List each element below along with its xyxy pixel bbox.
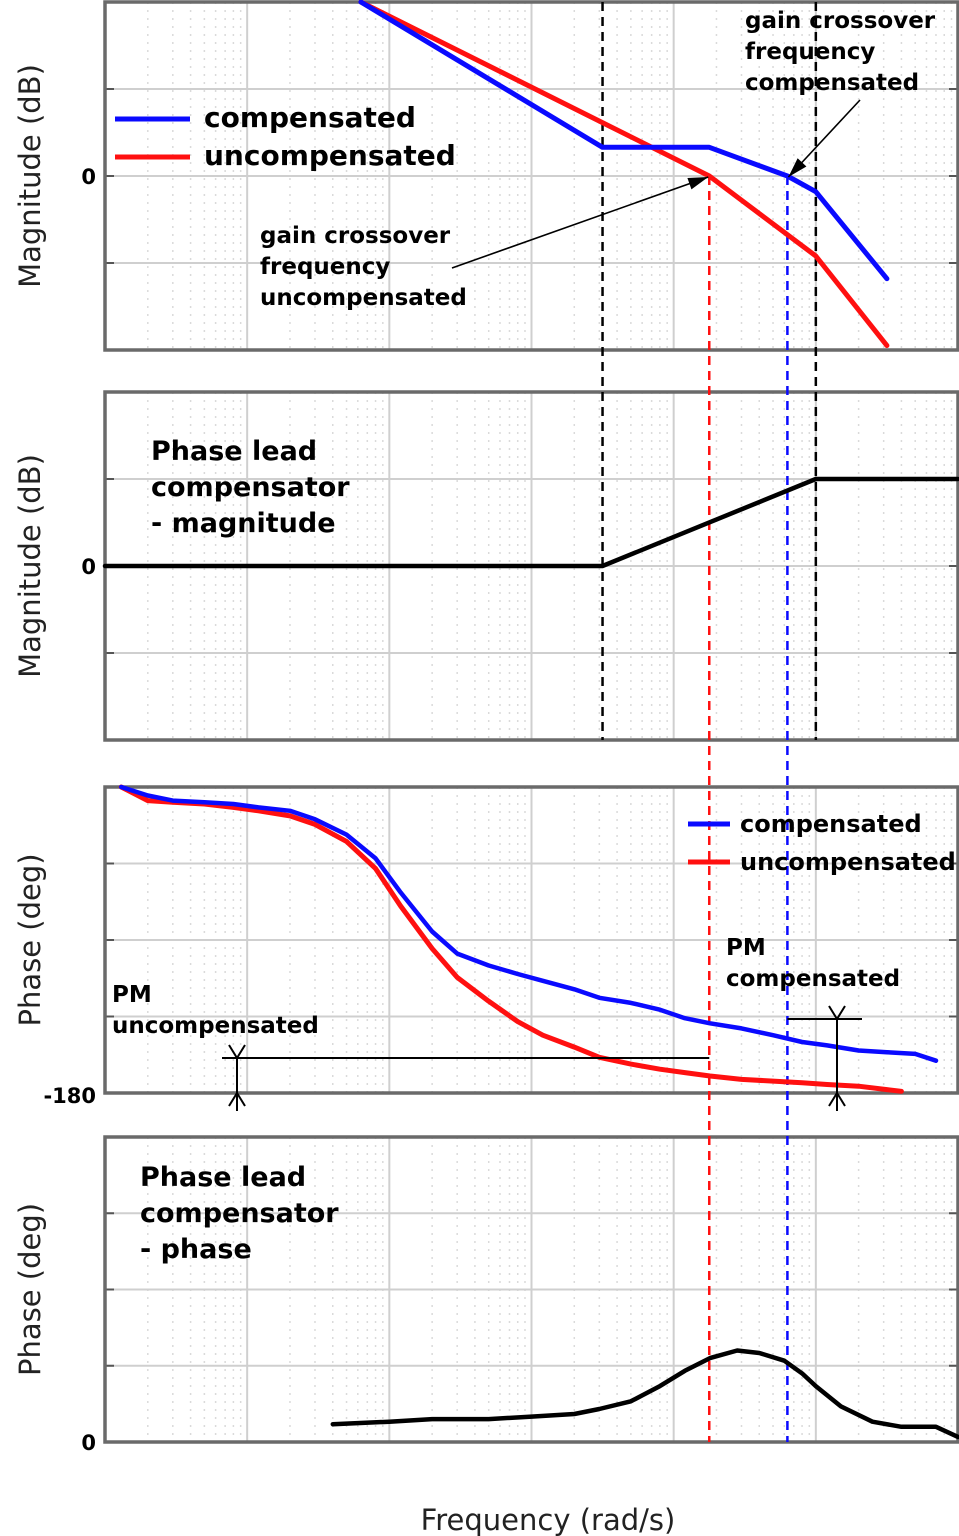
legend-label-compensated: compensated <box>740 810 922 838</box>
annotation-crossover-uncompensated-line-1: gain crossover <box>260 223 451 249</box>
compensator-magnitude-title-line-3: - magnitude <box>151 508 336 539</box>
annotation-crossover-uncompensated-line-3: uncompensated <box>260 285 467 311</box>
compensator-magnitude-title-line-1: Phase lead <box>151 436 317 467</box>
y-tick-label: 0 <box>81 555 96 579</box>
annotation-pm-compensated-line-2: compensated <box>726 966 900 992</box>
annotation-pm-uncompensated-line-1: PM <box>112 982 152 1008</box>
series-line-compensator <box>102 476 959 569</box>
annotation-arrow-compensated-head <box>788 158 807 177</box>
y-axis-label: Magnitude (dB) <box>13 454 47 678</box>
x-axis-label: Frequency (rad/s) <box>421 1503 676 1536</box>
legend-label-uncompensated: uncompensated <box>204 139 456 172</box>
pm-bracket-compensated-bottom-arrow <box>828 1091 846 1107</box>
grid-layer <box>103 0 959 1444</box>
pm-bracket-uncompensated-bottom-arrow <box>228 1091 246 1107</box>
axes-frame <box>103 1135 959 1444</box>
y-axis-label: Magnitude (dB) <box>13 64 47 288</box>
y-tick-label: 0 <box>81 1431 96 1455</box>
annotation-crossover-compensated-line-2: frequency <box>745 39 875 65</box>
annotation-arrow-uncompensated <box>451 176 709 269</box>
text-layer: Magnitude (dB) Magnitude (dB) Phase (deg) P… <box>13 8 956 1455</box>
compensator-phase-title-line-2: compensator <box>140 1198 339 1229</box>
annotation-crossover-compensated-line-3: compensated <box>745 70 919 96</box>
annotation-pm-compensated-line-1: PM <box>726 935 766 961</box>
compensator-phase-title-line-1: Phase lead <box>140 1162 306 1193</box>
series-line-compensator <box>330 1348 959 1440</box>
annotation-arrow-uncompensated-head <box>687 177 709 190</box>
compensator-phase-title-line-3: - phase <box>140 1234 252 1265</box>
pm-bracket-uncompensated-top-arrow <box>228 1044 246 1060</box>
annotation-layer <box>115 99 862 1111</box>
y-axis-label: Phase (deg) <box>13 1203 47 1376</box>
series-line-uncompensated <box>118 784 904 1094</box>
legend-label-uncompensated: uncompensated <box>740 848 956 876</box>
series-line-uncompensated <box>358 0 890 349</box>
y-tick-label: 0 <box>81 165 96 189</box>
y-tick-label: -180 <box>43 1084 96 1108</box>
legend-label-compensated: compensated <box>204 101 416 134</box>
series-line-compensated <box>118 784 939 1063</box>
y-axis-label: Phase (deg) <box>13 853 47 1026</box>
axes-frame <box>103 0 959 352</box>
compensator-magnitude-title-line-2: compensator <box>151 472 350 503</box>
series-layer <box>102 0 959 1440</box>
pm-bracket-compensated-top-arrow <box>828 1005 846 1021</box>
series-line-compensated <box>358 0 890 282</box>
annotation-crossover-compensated-line-1: gain crossover <box>745 8 936 34</box>
annotation-pm-uncompensated-line-2: uncompensated <box>112 1013 319 1039</box>
axes-frame <box>103 785 959 1095</box>
annotation-crossover-uncompensated-line-2: frequency <box>260 254 390 280</box>
